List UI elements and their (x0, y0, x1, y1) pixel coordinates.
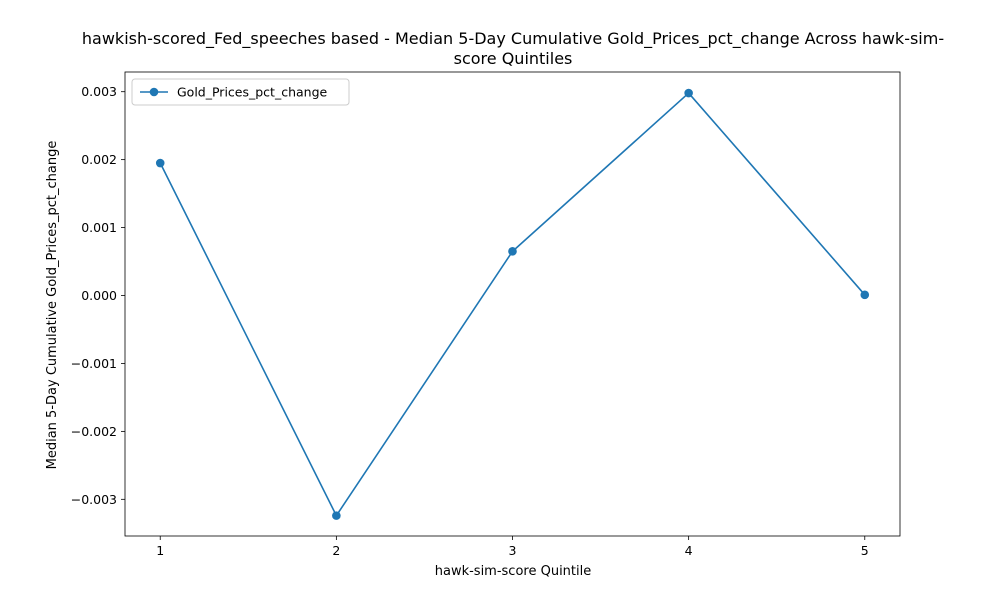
y-tick-label: 0.001 (81, 220, 117, 235)
chart-title-line-2: score Quintiles (454, 49, 573, 68)
data-point (508, 247, 517, 256)
data-point (155, 158, 165, 168)
x-tick-label: 2 (332, 543, 340, 558)
legend-frame (131, 78, 350, 106)
chart-title-line-1: hawkish-scored_Fed_speeches based - Medi… (82, 29, 944, 49)
x-axis-label: hawk-sim-score Quintile (435, 564, 592, 579)
y-tick-label: 0.002 (81, 152, 117, 167)
legend-label: Gold_Prices_pct_change (177, 85, 328, 100)
y-tick-label: 0.003 (81, 84, 117, 99)
y-tick-label: −0.001 (71, 356, 117, 371)
data-point (860, 290, 870, 300)
y-tick-label: 0.000 (81, 288, 117, 303)
data-point (684, 88, 693, 98)
y-axis-label: Median 5-Day Cumulative Gold_Prices_pct_… (45, 141, 60, 470)
plot-area: −0.003 −0.002 −0.001 0.000 0.001 0.002 0.003 1 2… (71, 71, 901, 558)
x-tick-label: 1 (156, 543, 164, 558)
x-tick-label: 3 (509, 543, 517, 558)
y-tick-label: −0.003 (71, 492, 117, 507)
data-point (332, 511, 341, 520)
x-tick-label: 5 (861, 543, 869, 558)
x-tick-label: 4 (685, 543, 693, 558)
legend: Gold_Prices_pct_change (131, 78, 350, 106)
legend-marker-swatch (149, 87, 159, 97)
y-tick-label: −0.002 (71, 424, 117, 439)
axes-frame (124, 71, 901, 537)
